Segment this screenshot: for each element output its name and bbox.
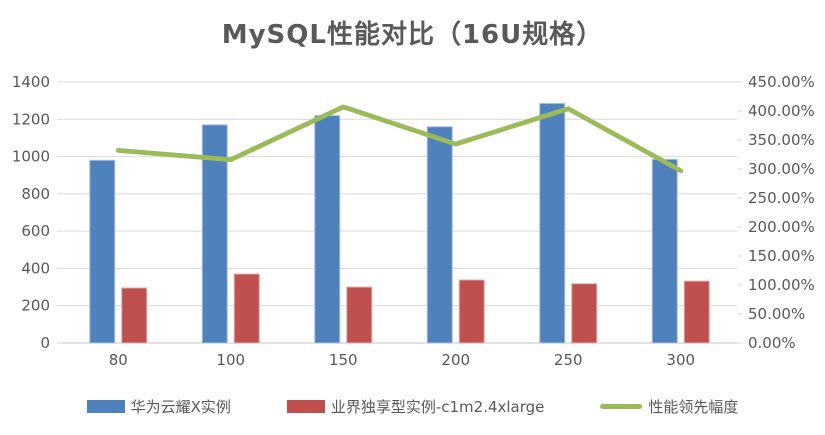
bar-huawei-instance <box>651 158 678 344</box>
x-axis-tick-label: 80 <box>109 351 128 369</box>
bar-industry-instance <box>458 279 485 344</box>
legend-label-performance-lead: 性能领先幅度 <box>648 398 739 416</box>
bar-huawei-instance <box>539 102 566 344</box>
bar-industry-instance <box>571 283 598 344</box>
left-axis-tick-label: 0 <box>40 334 50 352</box>
bar-industry-instance <box>346 286 373 344</box>
legend-swatch-huawei-bar <box>86 400 125 413</box>
x-axis-tick-label: 200 <box>441 351 470 369</box>
legend-swatch-performance-line <box>600 404 643 409</box>
right-axis-tick-label: 0.00% <box>748 334 796 352</box>
bar-industry-instance <box>121 287 148 344</box>
bar-industry-instance <box>233 273 260 344</box>
right-axis-tick-label: 50.00% <box>748 305 805 323</box>
left-axis-tick-label: 400 <box>21 259 50 277</box>
right-axis-tick-label: 400.00% <box>748 102 815 120</box>
bar-huawei-instance <box>314 115 341 344</box>
bar-huawei-instance <box>89 159 116 344</box>
left-axis-tick-label: 800 <box>21 185 50 203</box>
left-axis-tick-label: 200 <box>21 297 50 315</box>
legend-item-performance-lead: 性能领先幅度 <box>600 396 738 417</box>
legend-item-industry-instance: 业界独享型实例-c1m2.4xlarge <box>286 396 545 417</box>
right-axis-tick-label: 100.00% <box>748 276 815 294</box>
legend-item-huawei-instance: 华为云耀X实例 <box>86 396 231 417</box>
x-axis-tick-label: 150 <box>329 351 358 369</box>
right-axis-tick-label: 450.00% <box>748 73 815 91</box>
x-axis-tick-label: 300 <box>666 351 695 369</box>
legend-swatch-industry-bar <box>286 400 325 413</box>
right-axis-tick-label: 250.00% <box>748 189 815 207</box>
left-axis-tick-label: 600 <box>21 222 50 240</box>
legend-label-industry-instance: 业界独享型实例-c1m2.4xlarge <box>330 398 545 416</box>
right-axis-tick-label: 200.00% <box>748 218 815 236</box>
left-axis-tick-label: 1400 <box>12 73 50 91</box>
right-axis-tick-label: 150.00% <box>748 247 815 265</box>
right-axis-tick-label: 300.00% <box>748 160 815 178</box>
x-axis-tick-label: 250 <box>554 351 583 369</box>
performance-lead-line <box>115 104 684 174</box>
legend-label-huawei-instance: 华为云耀X实例 <box>130 398 231 416</box>
chart-title: MySQL性能对比（16U规格） <box>221 20 604 50</box>
x-axis-tick-label: 100 <box>216 351 245 369</box>
legend: 华为云耀X实例 业界独享型实例-c1m2.4xlarge 性能领先幅度 <box>0 396 825 417</box>
right-axis-tick-label: 350.00% <box>748 131 815 149</box>
bar-huawei-instance <box>426 126 453 344</box>
bar-industry-instance <box>683 280 710 344</box>
left-axis-tick-label: 1200 <box>12 110 50 128</box>
left-axis-tick-label: 1000 <box>12 148 50 166</box>
